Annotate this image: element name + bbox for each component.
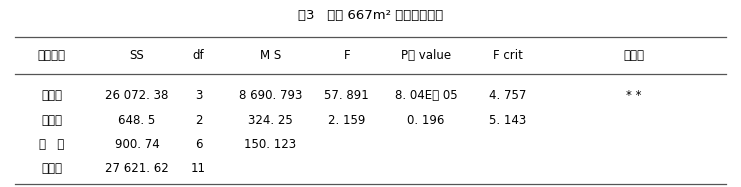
Text: 8. 04E－ 05: 8. 04E－ 05 — [395, 89, 457, 102]
Text: F crit: F crit — [493, 49, 522, 62]
Text: 2. 159: 2. 159 — [328, 114, 365, 127]
Text: 8 690. 793: 8 690. 793 — [239, 89, 302, 102]
Text: 900. 74: 900. 74 — [115, 138, 159, 151]
Text: 误   差: 误 差 — [39, 138, 64, 151]
Text: 57. 891: 57. 891 — [325, 89, 369, 102]
Text: SS: SS — [130, 49, 144, 62]
Text: 6: 6 — [195, 138, 202, 151]
Text: 处理间: 处理间 — [41, 89, 62, 102]
Text: 显著性: 显著性 — [623, 49, 644, 62]
Text: M S: M S — [260, 49, 281, 62]
Text: 表3   平均 667m² 产量方差分析: 表3 平均 667m² 产量方差分析 — [298, 9, 443, 22]
Text: 150. 123: 150. 123 — [245, 138, 296, 151]
Text: df: df — [193, 49, 205, 62]
Text: 3: 3 — [195, 89, 202, 102]
Text: 变异来源: 变异来源 — [38, 49, 66, 62]
Text: 5. 143: 5. 143 — [489, 114, 526, 127]
Text: * *: * * — [626, 89, 641, 102]
Text: 27 621. 62: 27 621. 62 — [105, 162, 169, 175]
Text: 648. 5: 648. 5 — [119, 114, 156, 127]
Text: P－ value: P－ value — [401, 49, 451, 62]
Text: 26 072. 38: 26 072. 38 — [105, 89, 169, 102]
Text: 324. 25: 324. 25 — [248, 114, 293, 127]
Text: 2: 2 — [195, 114, 202, 127]
Text: 4. 757: 4. 757 — [489, 89, 526, 102]
Text: 0. 196: 0. 196 — [408, 114, 445, 127]
Text: 区组间: 区组间 — [41, 114, 62, 127]
Text: F: F — [344, 49, 350, 62]
Text: 11: 11 — [191, 162, 206, 175]
Text: 总变异: 总变异 — [41, 162, 62, 175]
